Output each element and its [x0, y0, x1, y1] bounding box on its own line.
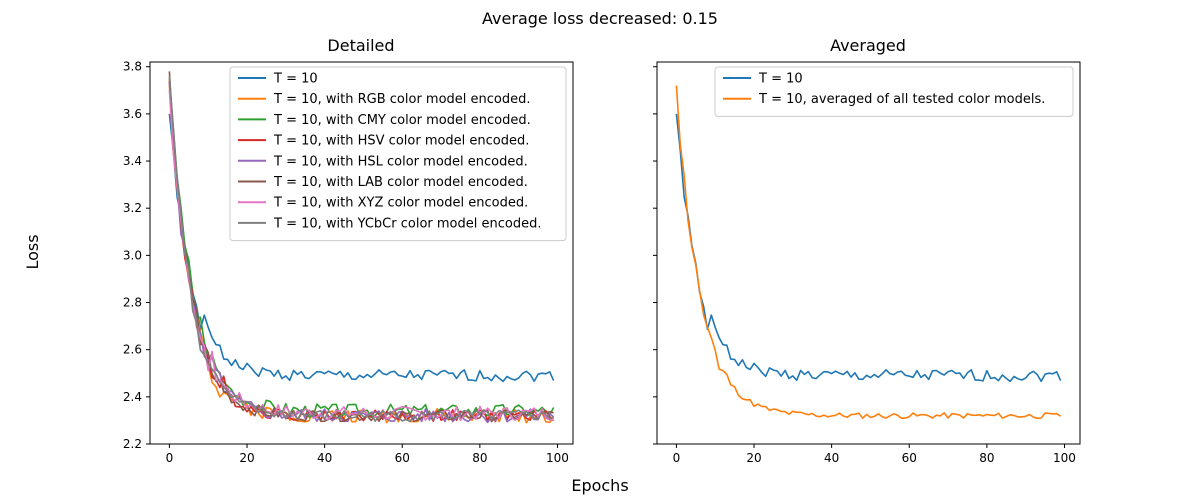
x-tick-label: 40 — [317, 451, 332, 465]
y-tick-label: 2.4 — [123, 390, 142, 404]
legend: T = 10 T = 10, with RGB color model encod… — [229, 66, 567, 242]
x-tick-label: 20 — [239, 451, 254, 465]
y-tick-label: 2.8 — [123, 296, 142, 310]
series-lines — [675, 85, 1062, 420]
panel-detailed: Detailed 0 20 40 60 80 100 2.2 2.4 2.6 2.8 3.0 3.2 3… — [123, 36, 574, 465]
series-line-0 — [168, 113, 555, 383]
x-axis-label: Epochs — [571, 476, 628, 495]
y-tick-label: 3.0 — [123, 248, 142, 262]
y-tick-label: 2.2 — [123, 437, 142, 451]
panel-title-averaged: Averaged — [830, 36, 906, 55]
series-line-6 — [168, 90, 554, 422]
axes-frame — [149, 61, 574, 445]
legend-label: T = 10, with HSL color model encoded. — [273, 154, 528, 169]
series-lines — [168, 71, 555, 424]
y-tick-label: 3.2 — [123, 201, 142, 215]
x-tick-label: 100 — [546, 451, 569, 465]
legend-label: T = 10, with RGB color model encoded. — [273, 92, 531, 107]
x-tick-label: 80 — [472, 451, 487, 465]
series-line-0 — [675, 113, 1062, 383]
x-tick-label: 0 — [166, 451, 174, 465]
x-tick-label: 80 — [979, 451, 994, 465]
legend-label: T = 10, with LAB color model encoded. — [273, 175, 528, 190]
legend-label: T = 10, with YCbCr color model encoded. — [273, 216, 541, 231]
legend-label: T = 10 — [758, 72, 803, 87]
x-tick-label: 60 — [395, 451, 410, 465]
y-tick-label: 2.6 — [123, 343, 142, 357]
panel-title-detailed: Detailed — [327, 36, 394, 55]
series-line-7 — [168, 76, 554, 423]
legend-label: T = 10, with XYZ color model encoded. — [273, 196, 528, 211]
suptitle: Average loss decreased: 0.15 — [482, 9, 718, 28]
series-line-1 — [675, 85, 1062, 420]
legend-label: T = 10, with HSV color model encoded. — [273, 134, 529, 149]
legend-box — [229, 66, 567, 242]
legend-label: T = 10, averaged of all tested color mod… — [758, 92, 1045, 107]
panel-averaged: Averaged 0 20 40 60 80 100 T = 10 T = 10, avera… — [653, 36, 1081, 465]
legend-box — [714, 66, 1074, 117]
legend-label: T = 10, with CMY color model encoded. — [273, 113, 531, 128]
x-tick-label: 0 — [673, 451, 681, 465]
legend-label: T = 10 — [273, 72, 318, 87]
legend: T = 10 T = 10, averaged of all tested col… — [714, 66, 1074, 117]
x-tick-label: 40 — [824, 451, 839, 465]
y-tick-label: 3.4 — [123, 154, 142, 168]
y-tick-label: 3.8 — [123, 60, 142, 74]
x-tick-label: 20 — [746, 451, 761, 465]
y-axis-label: Loss — [23, 234, 42, 269]
x-tick-label: 60 — [902, 451, 917, 465]
axes-frame — [656, 61, 1081, 445]
y-tick-label: 3.6 — [123, 107, 142, 121]
x-tick-label: 100 — [1053, 451, 1076, 465]
